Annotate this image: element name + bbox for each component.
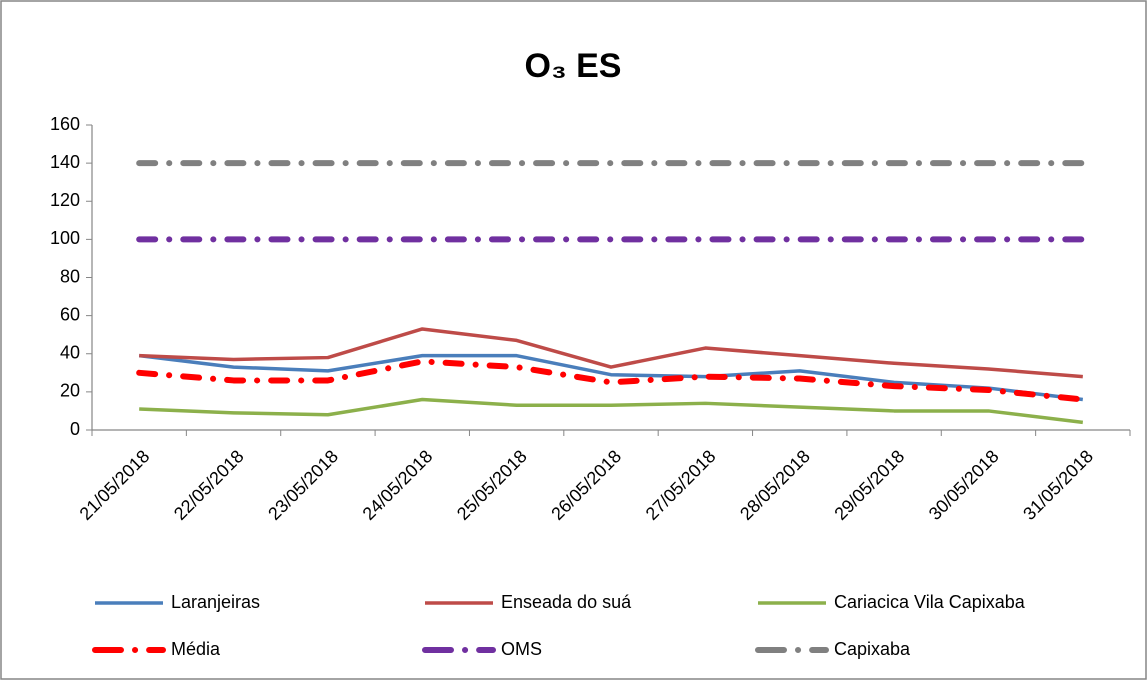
y-tick-label: 100 [50, 228, 80, 248]
y-tick-label: 160 [50, 114, 80, 134]
legend-label: Média [171, 639, 221, 659]
y-tick-label: 60 [60, 304, 80, 324]
legend-label: Enseada do suá [501, 592, 632, 612]
chart-title: O₃ ES [525, 47, 622, 85]
y-tick-label: 80 [60, 266, 80, 286]
legend-label: Capixaba [834, 639, 911, 659]
y-tick-label: 120 [50, 190, 80, 210]
legend-label: Laranjeiras [171, 592, 260, 612]
series-line [138, 353, 1084, 402]
series-line [139, 397, 1084, 425]
y-tick-label: 140 [50, 152, 80, 172]
y-tick-label: 40 [60, 343, 80, 363]
series-line [139, 327, 1083, 379]
legend-label: OMS [501, 639, 542, 659]
y-tick-label: 20 [60, 381, 80, 401]
legend-label: Cariacica Vila Capixaba [834, 592, 1026, 612]
y-tick-label: 0 [70, 419, 80, 439]
